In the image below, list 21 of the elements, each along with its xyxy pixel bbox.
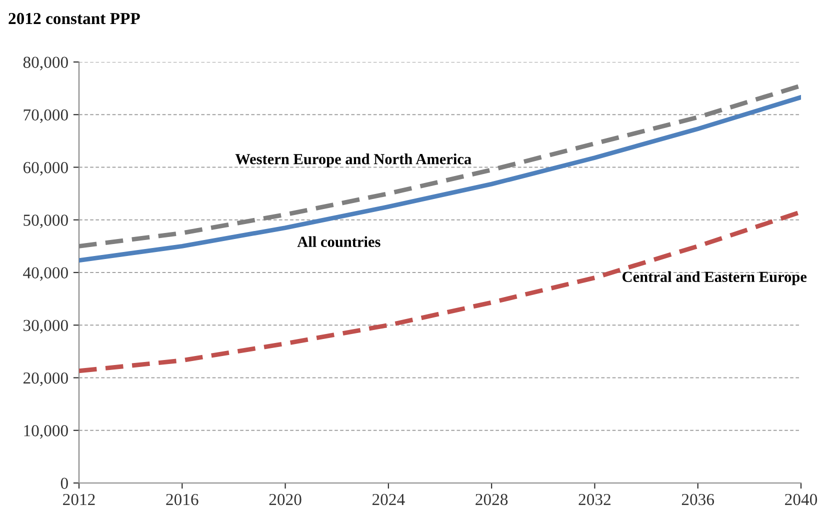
y-tick-label: 60,000 <box>23 162 68 176</box>
x-tick-label: 2024 <box>372 494 405 506</box>
x-tick-label: 2016 <box>166 494 198 506</box>
y-tick-label: 40,000 <box>23 267 68 281</box>
y-tick-label: 80,000 <box>23 56 68 70</box>
x-tick-label: 2020 <box>269 494 302 506</box>
y-tick-label: 10,000 <box>24 425 68 439</box>
series-label: All countries <box>297 236 380 248</box>
x-tick-label: 2036 <box>682 494 714 506</box>
series-label: Western Europe and North America <box>235 154 472 168</box>
y-tick-label: 20,000 <box>23 372 68 386</box>
y-axis-title: 2012 constant PPP <box>8 12 140 24</box>
x-tick-label: 2040 <box>785 494 818 506</box>
y-tick-label: 50,000 <box>24 214 68 228</box>
x-tick-label: 2032 <box>578 494 610 506</box>
y-tick-label: 70,000 <box>24 109 68 123</box>
series-label: Central and Eastern Europe <box>622 271 807 286</box>
y-tick-label: 30,000 <box>24 320 68 334</box>
y-tick-label: 0 <box>60 478 68 489</box>
x-tick-label: 2028 <box>476 494 508 506</box>
x-tick-label: 2012 <box>63 494 95 506</box>
